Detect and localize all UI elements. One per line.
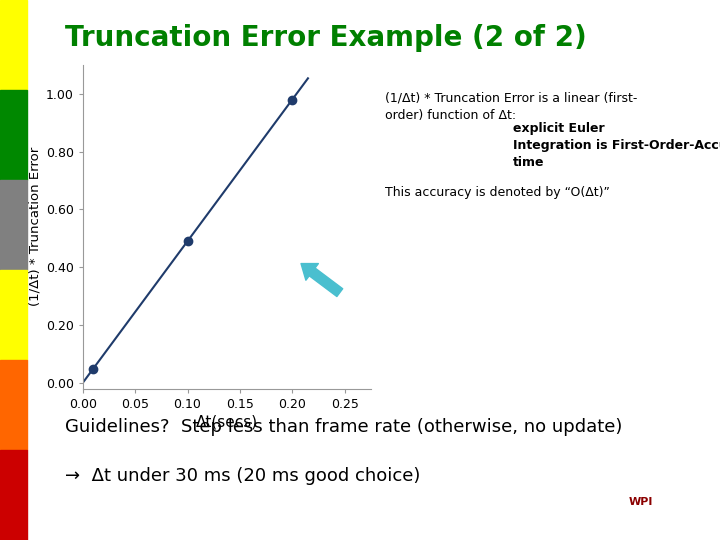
Text: (1/Δt) * Truncation Error is a linear (first-
order) function of Δt:: (1/Δt) * Truncation Error is a linear (f… [385, 92, 638, 122]
X-axis label: Δt(secs): Δt(secs) [196, 415, 258, 430]
Text: →  Δt under 30 ms (20 ms good choice): → Δt under 30 ms (20 ms good choice) [65, 467, 420, 485]
Text: Guidelines?  Step less than frame rate (otherwise, no update): Guidelines? Step less than frame rate (o… [65, 418, 622, 436]
Text: Truncation Error Example (2 of 2): Truncation Error Example (2 of 2) [65, 24, 587, 52]
Text: WPI: WPI [629, 497, 653, 507]
Y-axis label: (1/Δt) * Truncation Error: (1/Δt) * Truncation Error [29, 147, 42, 306]
Text: This accuracy is denoted by “O(Δt)”: This accuracy is denoted by “O(Δt)” [385, 186, 610, 199]
Text: explicit Euler
Integration is First-Order-Accurate in
time: explicit Euler Integration is First-Orde… [513, 122, 720, 168]
